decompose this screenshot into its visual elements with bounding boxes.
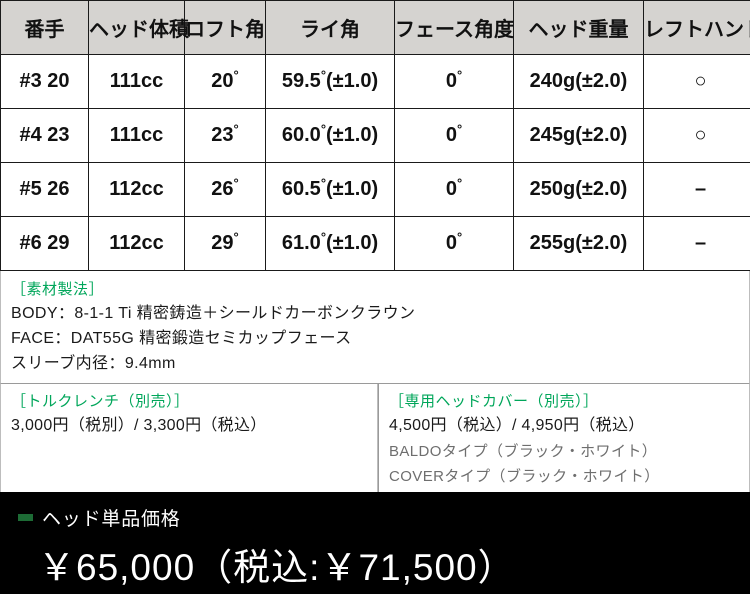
column-header-head-volume: ヘッド体積 [88, 0, 189, 55]
cell-number: #6 29 [0, 216, 89, 271]
table-row: #6 29 112cc 29° 61.0°(±1.0) 0° 255g(±2.0… [0, 216, 750, 271]
cell-left-hand: ○ [643, 54, 750, 109]
cell-loft: 20° [184, 54, 266, 109]
table-row: #5 26 112cc 26° 60.5°(±1.0) 0° 250g(±2.0… [0, 162, 750, 217]
column-header-left-hand: レフトハンド [643, 0, 750, 55]
head-cover-price: 4,500円（税込）/ 4,950円（税込） [389, 417, 645, 434]
cell-loft: 26° [184, 162, 266, 217]
material-line-body: BODY：8-1-1 Ti 精密鋳造＋シールドカーボンクラウン [11, 305, 416, 322]
cell-lie: 60.0°(±1.0) [265, 108, 395, 163]
price-amount: ￥65,000（税込:￥71,500） [38, 547, 516, 588]
cell-head-weight: 250g(±2.0) [513, 162, 644, 217]
material-line-sleeve: スリーブ内径：9.4mm [11, 355, 176, 372]
cell-head-volume: 111cc [88, 108, 185, 163]
torque-wrench-box: ［トルクレンチ（別売）］ 3,000円（税別）/ 3,300円（税込） [0, 384, 378, 499]
material-section-title: ［素材製法］ [11, 281, 105, 298]
cell-lie: 59.5°(±1.0) [265, 54, 395, 109]
head-cover-type-baldo: BALDOタイプ（ブラック・ホワイト） [389, 443, 658, 460]
column-header-head-weight: ヘッド重量 [513, 0, 644, 55]
cell-face-angle: 0° [394, 108, 514, 163]
column-header-face-angle: フェース角度 [394, 0, 514, 55]
column-header-lie: ライ角 [265, 0, 395, 55]
cell-head-volume: 112cc [88, 162, 185, 217]
table-header: 番手 ヘッド体積 ロフト角 ライ角 フェース角度 ヘッド重量 レフトハンド [0, 0, 750, 55]
cell-left-hand: – [643, 162, 750, 217]
material-line-face: FACE：DAT55G 精密鍛造セミカップフェース [11, 330, 352, 347]
cell-loft: 23° [184, 108, 266, 163]
material-section: ［素材製法］ BODY：8-1-1 Ti 精密鋳造＋シールドカーボンクラウン F… [0, 271, 750, 384]
table-body: #3 20 111cc 20° 59.5°(±1.0) 0° 240g(±2.0… [0, 54, 750, 271]
cell-number: #3 20 [0, 54, 89, 109]
column-header-loft: ロフト角 [184, 0, 266, 55]
price-label-row: ヘッド単品価格 [0, 504, 750, 531]
price-label: ヘッド単品価格 [42, 509, 181, 530]
cell-face-angle: 0° [394, 162, 514, 217]
torque-wrench-title: ［トルクレンチ（別売）］ [11, 393, 190, 410]
head-cover-box: ［専用ヘッドカバー（別売）］ 4,500円（税込）/ 4,950円（税込） BA… [378, 384, 750, 499]
table-row: #4 23 111cc 23° 60.0°(±1.0) 0° 245g(±2.0… [0, 108, 750, 163]
specification-table: 番手 ヘッド体積 ロフト角 ライ角 フェース角度 ヘッド重量 レフトハンド #3… [0, 0, 750, 271]
head-cover-type-cover: COVERタイプ（ブラック・ホワイト） [389, 468, 660, 485]
cell-face-angle: 0° [394, 216, 514, 271]
cell-head-weight: 240g(±2.0) [513, 54, 644, 109]
cell-left-hand: – [643, 216, 750, 271]
table-row: #3 20 111cc 20° 59.5°(±1.0) 0° 240g(±2.0… [0, 54, 750, 109]
table-header-row: 番手 ヘッド体積 ロフト角 ライ角 フェース角度 ヘッド重量 レフトハンド [0, 0, 750, 55]
column-header-number: 番手 [0, 0, 89, 55]
dash-marker-icon [18, 514, 33, 521]
cell-loft: 29° [184, 216, 266, 271]
cell-lie: 61.0°(±1.0) [265, 216, 395, 271]
cell-head-volume: 112cc [88, 216, 185, 271]
cell-head-weight: 245g(±2.0) [513, 108, 644, 163]
cell-lie: 60.5°(±1.0) [265, 162, 395, 217]
cell-head-volume: 111cc [88, 54, 185, 109]
options-row: ［トルクレンチ（別売）］ 3,000円（税別）/ 3,300円（税込） ［専用ヘ… [0, 384, 750, 499]
cell-number: #5 26 [0, 162, 89, 217]
cell-number: #4 23 [0, 108, 89, 163]
cell-face-angle: 0° [394, 54, 514, 109]
torque-wrench-price: 3,000円（税別）/ 3,300円（税込） [11, 417, 267, 434]
cell-left-hand: ○ [643, 108, 750, 163]
head-cover-title: ［専用ヘッドカバー（別売）］ [389, 393, 599, 410]
price-banner: ヘッド単品価格 ￥65,000（税込:￥71,500） [0, 492, 750, 594]
cell-head-weight: 255g(±2.0) [513, 216, 644, 271]
